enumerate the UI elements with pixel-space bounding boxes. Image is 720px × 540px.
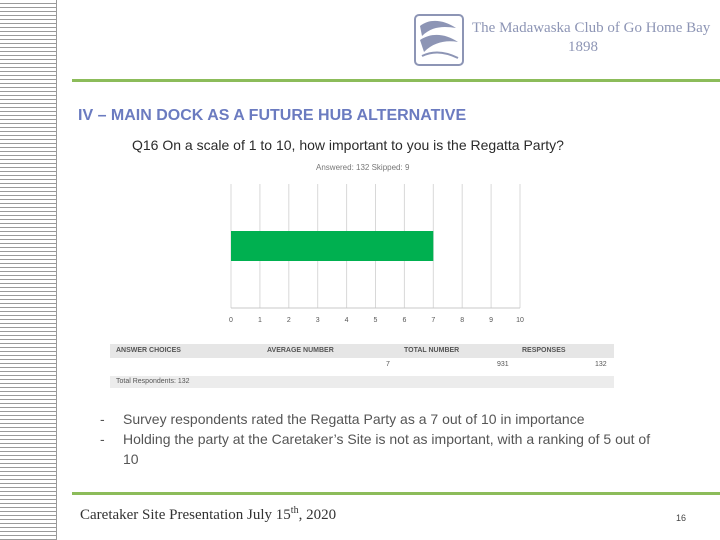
top-divider: [72, 79, 720, 82]
table-cell: 931: [497, 361, 509, 368]
bar: [231, 231, 434, 261]
stripe-edge-line: [56, 0, 57, 540]
bullet-item: - Survey respondents rated the Regatta P…: [100, 409, 660, 429]
table-row: 7 931 132: [110, 358, 614, 372]
table-header-cell: ANSWER CHOICES: [116, 347, 181, 354]
x-tick-label: 10: [516, 317, 524, 324]
club-name: The Madawaska Club of Go Home Bay: [472, 20, 711, 36]
x-tick-label: 7: [431, 317, 435, 324]
x-tick-label: 9: [489, 317, 493, 324]
total-respondents: Total Respondents: 132: [116, 378, 190, 385]
x-tick-label: 4: [345, 317, 349, 324]
table-header-cell: RESPONSES: [522, 347, 566, 354]
page-number: 16: [676, 513, 687, 523]
x-tick-label: 1: [258, 317, 262, 324]
footer-suffix: , 2020: [298, 507, 337, 523]
bullet-item: - Holding the party at the Caretaker’s S…: [100, 429, 660, 469]
table-cell: 132: [595, 361, 607, 368]
bullet-text: Holding the party at the Caretaker’s Sit…: [123, 431, 651, 467]
bar-chart: 0 1 2 3 4 5 6 7 8 9 10: [229, 184, 524, 324]
footer-text: Caretaker Site Presentation July 15th, 2…: [80, 505, 336, 524]
slide-title: IV – MAIN DOCK AS A FUTURE HUB ALTERNATI…: [78, 107, 467, 124]
table-header-cell: AVERAGE NUMBER: [267, 347, 334, 354]
x-tick-label: 0: [229, 317, 233, 324]
table-header-row: ANSWER CHOICES AVERAGE NUMBER TOTAL NUMB…: [110, 344, 614, 358]
bullet-list: - Survey respondents rated the Regatta P…: [100, 409, 660, 469]
x-tick-label: 5: [374, 317, 378, 324]
left-stripe-decoration: [0, 0, 56, 540]
club-year: 1898: [568, 39, 598, 55]
answered-skipped-count: Answered: 132 Skipped: 9: [316, 163, 410, 172]
table-total-row: Total Respondents: 132: [110, 376, 614, 388]
bullet-text: Survey respondents rated the Regatta Par…: [123, 411, 585, 427]
table-cell: 7: [386, 361, 390, 368]
club-logo-icon: [414, 14, 464, 66]
x-tick-label: 8: [460, 317, 464, 324]
table-header-cell: TOTAL NUMBER: [404, 347, 460, 354]
summary-table: ANSWER CHOICES AVERAGE NUMBER TOTAL NUMB…: [110, 344, 614, 388]
footer-main: Caretaker Site Presentation July 15: [80, 507, 291, 523]
question-title: Q16 On a scale of 1 to 10, how important…: [132, 137, 564, 153]
x-tick-label: 6: [402, 317, 406, 324]
x-tick-label: 2: [287, 317, 291, 324]
x-tick-label: 3: [316, 317, 320, 324]
bullet-dash: -: [100, 431, 105, 447]
bullet-dash: -: [100, 411, 105, 427]
bottom-divider: [72, 492, 720, 495]
footer-superscript: th: [290, 505, 299, 516]
